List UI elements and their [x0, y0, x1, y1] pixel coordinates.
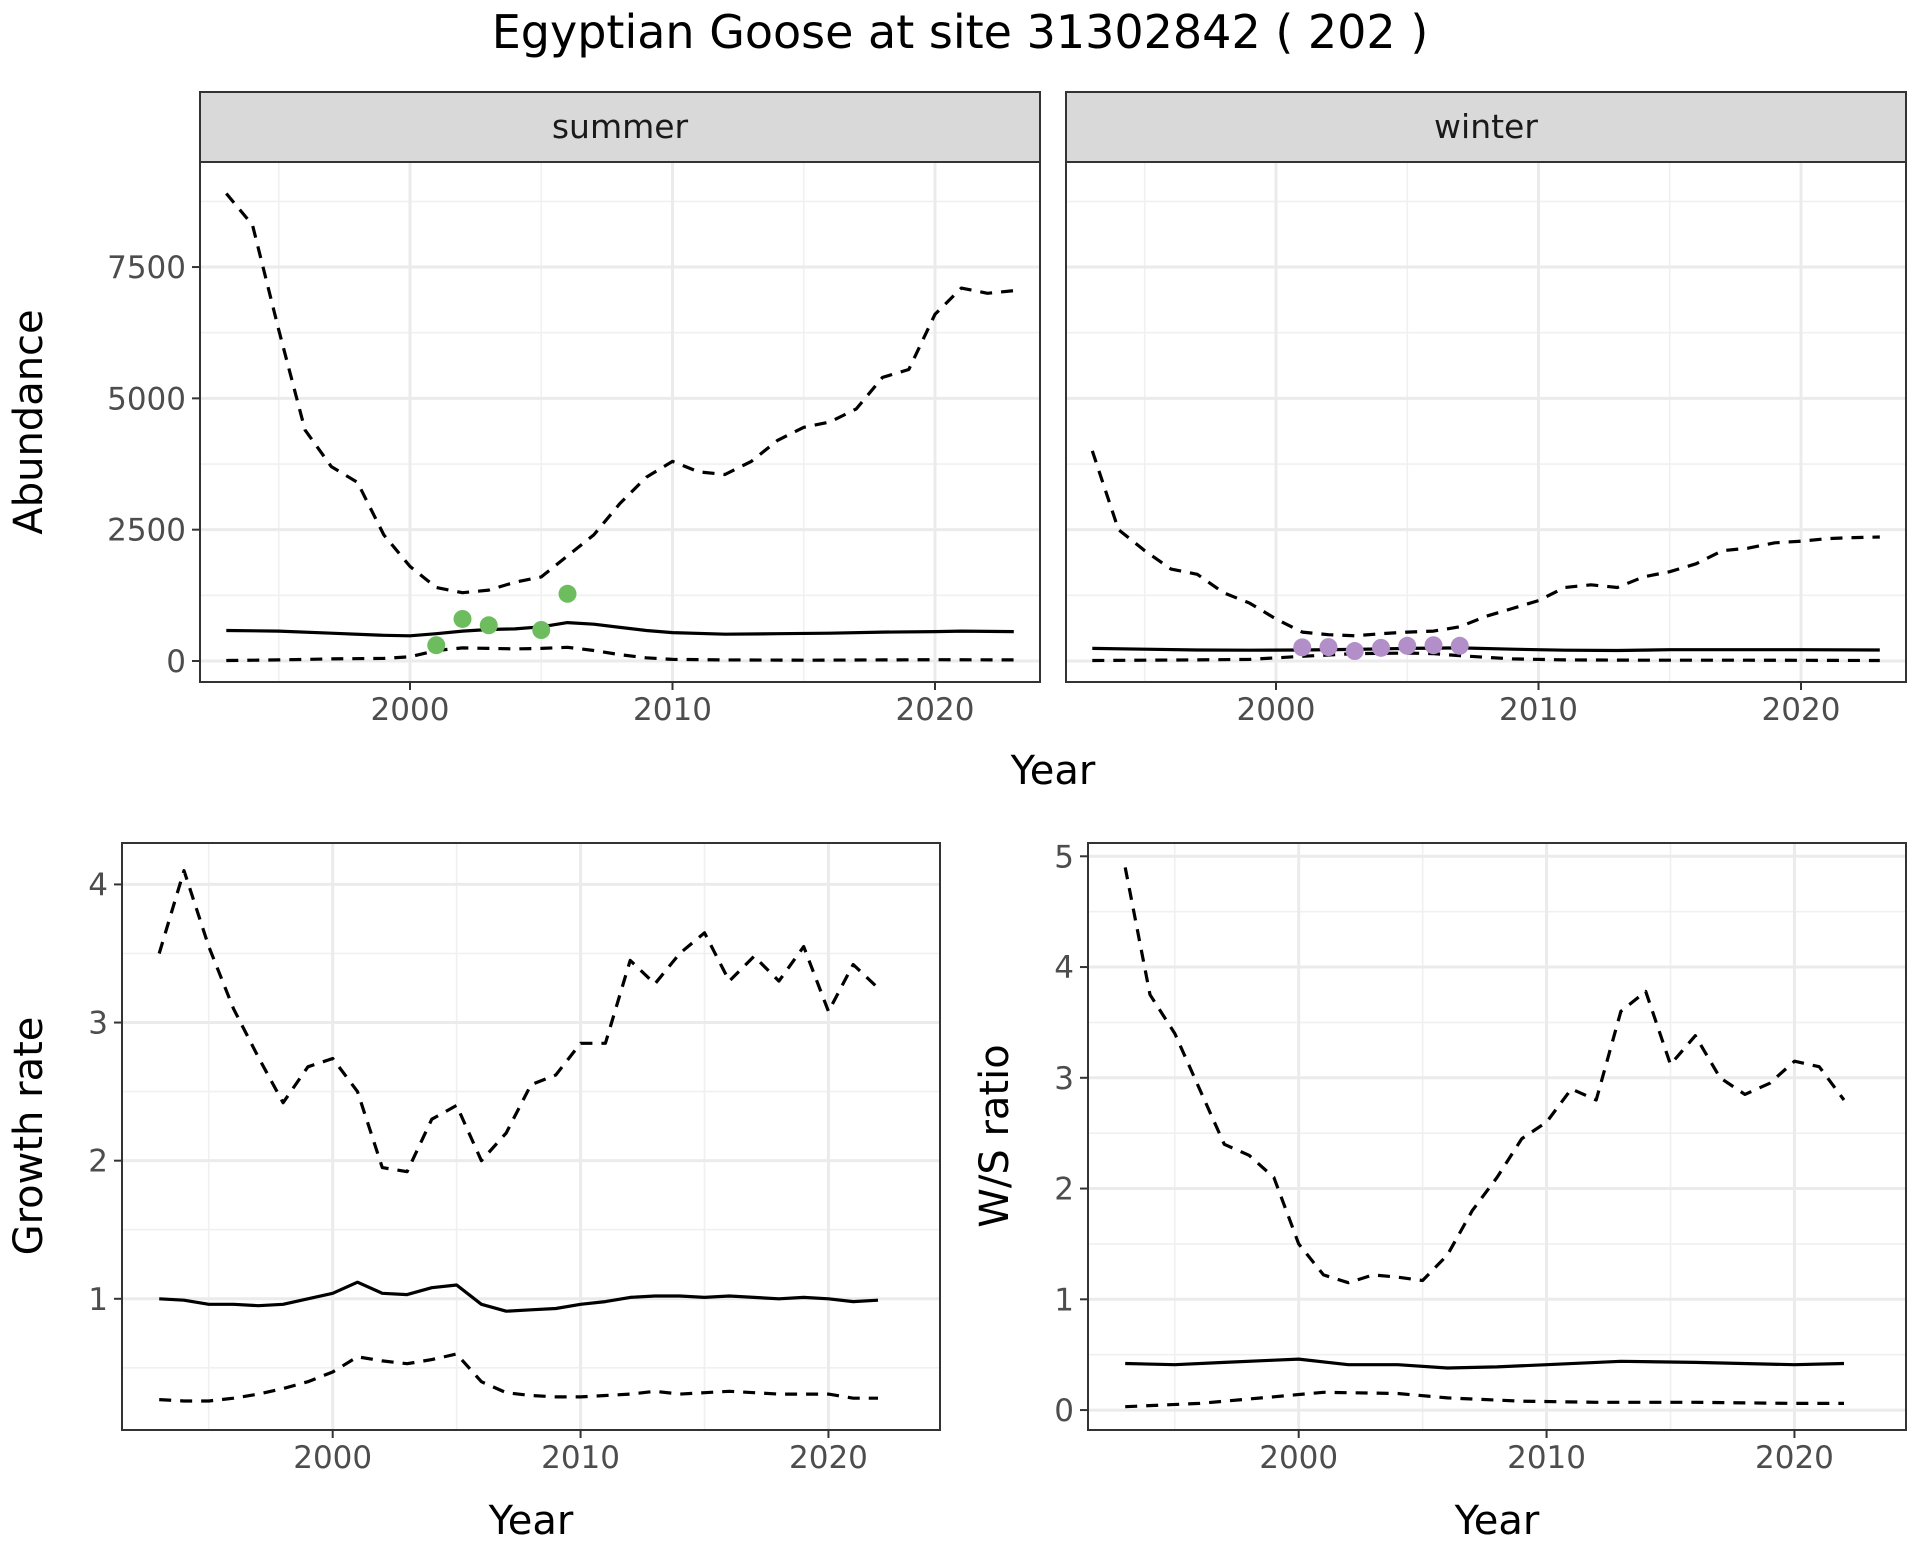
y-tick-label: 4 [1054, 950, 1074, 986]
x-tick-label: 2020 [1755, 1440, 1834, 1476]
panels: summer 2000 2010 2020 0 2500 5000 7500 Abundance… [6, 91, 1907, 1544]
plot-background [1066, 162, 1906, 682]
plot-background [1088, 843, 1906, 1430]
series-line-lower [1125, 1390, 1844, 1409]
series-line-lower [159, 1352, 878, 1403]
series-group [1090, 450, 1880, 663]
y-tick-label: 5000 [107, 381, 186, 417]
observation-point [1372, 638, 1390, 657]
observation-point [453, 609, 472, 628]
x-tick-label: 2010 [1507, 1440, 1586, 1476]
y-tick-label: 3 [88, 1006, 108, 1042]
x-tick-label: 2000 [1237, 692, 1316, 728]
observation-point [1424, 636, 1443, 655]
series-line-upper [157, 869, 880, 1174]
x-axis-title: Year [488, 1498, 574, 1544]
x-tick-label: 2000 [371, 692, 450, 728]
grid [1088, 843, 1906, 1430]
series-line-upper [1090, 450, 1880, 638]
observation-point [479, 616, 498, 635]
facet-label: summer [552, 107, 689, 146]
observation-point [1293, 638, 1312, 657]
observation-point [1319, 638, 1338, 657]
series-line-estimate [226, 621, 1014, 638]
panel-winter: winter 2000 2010 2020 [1065, 91, 1907, 728]
series-group [157, 869, 880, 1403]
y-tick-label: 0 [166, 644, 186, 680]
series-line-lower [1092, 651, 1880, 663]
series-line-upper [225, 192, 1014, 595]
x-axis-title: Year [1454, 1498, 1540, 1544]
y-tick-label: 2 [1054, 1172, 1074, 1208]
panel-growth: 2000 2010 2020 1 2 3 4 Growth rate Year [6, 842, 941, 1544]
x-tick-label: 2010 [1499, 692, 1578, 728]
y-axis-title: W/S ratio [972, 1044, 1018, 1227]
observation-point [427, 636, 446, 655]
x-tick-label: 2010 [633, 692, 712, 728]
series-line-estimate [1125, 1357, 1845, 1370]
observation-point [558, 584, 577, 603]
plot-background [122, 843, 940, 1430]
x-axis-title-abundance: Year [1010, 748, 1096, 794]
panel-ratio: 2000 2010 2020 0 1 2 3 4 5 W/S ratio Year [972, 839, 1907, 1544]
observation-point [532, 621, 551, 639]
series-group [225, 192, 1014, 663]
series-line-upper [1123, 867, 1846, 1285]
panel-border [1087, 842, 1907, 1431]
observation-point [1450, 636, 1469, 655]
observation-point [1345, 642, 1364, 661]
y-tick-label: 7500 [107, 250, 186, 286]
y-tick-label: 3 [1054, 1061, 1074, 1097]
x-tick-label: 2000 [1259, 1440, 1338, 1476]
observation-point [1398, 636, 1417, 655]
y-tick-label: 4 [88, 867, 108, 903]
panel-summer: summer 2000 2010 2020 0 2500 5000 7500 Abundance [6, 91, 1041, 728]
x-tick-label: 2020 [896, 692, 975, 728]
y-tick-label: 1 [88, 1282, 108, 1318]
y-axis-title: Growth rate [6, 1017, 52, 1256]
y-tick-label: 2500 [107, 513, 186, 549]
y-tick-label: 5 [1054, 839, 1074, 875]
facet-strip [1065, 91, 1907, 163]
x-tick-label: 2020 [789, 1440, 868, 1476]
series-group [1123, 867, 1846, 1409]
grid [200, 162, 1040, 682]
x-tick-label: 2000 [293, 1440, 372, 1476]
x-tick-label: 2020 [1762, 692, 1841, 728]
chart-title: Egyptian Goose at site 31302842 ( 202 ) [492, 5, 1429, 59]
facet-label: winter [1434, 107, 1538, 146]
plot-background [200, 162, 1040, 682]
panel-border [121, 842, 941, 1431]
y-tick-label: 0 [1054, 1393, 1074, 1429]
facet-strip [199, 91, 1041, 163]
x-tick-label: 2010 [541, 1440, 620, 1476]
y-axis-title: Abundance [6, 309, 52, 534]
series-line-estimate [159, 1280, 879, 1313]
y-tick-label: 2 [88, 1144, 108, 1180]
y-tick-label: 1 [1054, 1282, 1074, 1318]
